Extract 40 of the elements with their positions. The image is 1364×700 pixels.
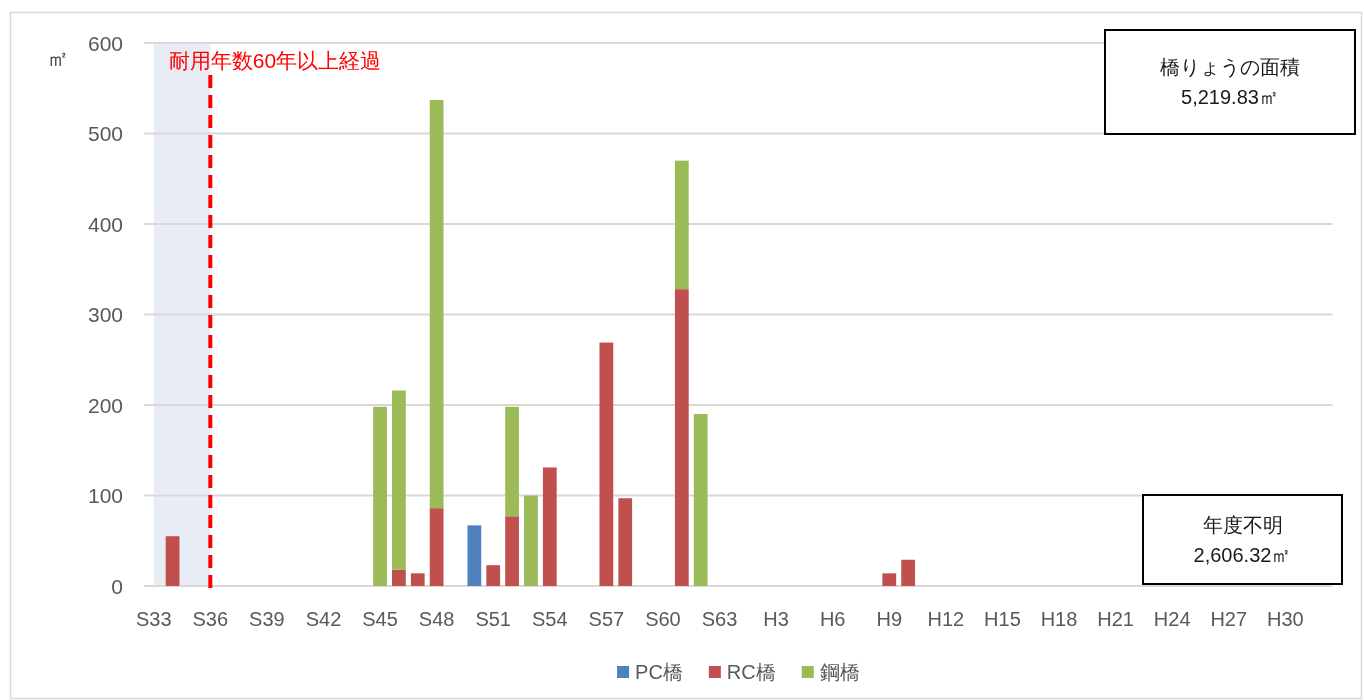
x-tick-label: S36 (192, 608, 229, 630)
x-tick-label: S51 (475, 608, 512, 630)
x-tick-label: H21 (1097, 608, 1134, 630)
y-tick-label: 0 (111, 574, 123, 598)
x-tick-label: H6 (819, 608, 846, 630)
x-tick-label: S45 (362, 608, 398, 630)
x-tick-label: H30 (1267, 608, 1304, 630)
y-tick-label: 200 (87, 393, 123, 417)
y-tick-label: 300 (87, 303, 123, 326)
x-tick-label: S57 (588, 608, 625, 630)
x-tick-label: S39 (249, 608, 285, 630)
ref-line-label: 耐用年数60年以上経過 (168, 49, 382, 72)
legend-item: PC橋 (617, 661, 683, 683)
x-tick-label: H12 (927, 608, 965, 630)
y-tick-label: 500 (87, 122, 123, 145)
x-tick-label: H18 (1040, 608, 1078, 630)
y-tick-label: 400 (87, 212, 123, 236)
annotation: 年度不明 2,606.32㎡ (1193, 513, 1292, 566)
x-tick-label: S60 (645, 608, 681, 630)
legend-item: 鋼橋 (801, 661, 860, 683)
x-tick-label: H3 (763, 608, 789, 630)
legend-label: PC橋 (635, 661, 683, 683)
x-tick-label: S48 (418, 608, 455, 630)
x-tick-label: S54 (532, 608, 568, 630)
legend-label: 鋼橋 (819, 661, 860, 683)
x-tick-label: S33 (135, 608, 172, 630)
x-tick-label: H24 (1153, 608, 1191, 630)
annotation-box: 橋りょうの面積 5,219.83㎡ (1104, 29, 1356, 135)
y-tick-label: 600 (87, 31, 123, 55)
x-tick-label: S63 (701, 608, 738, 630)
legend-label: RC橋 (726, 661, 776, 683)
legend-item: RC橋 (708, 661, 776, 683)
x-tick-label: H9 (876, 608, 903, 630)
x-tick-label: S42 (305, 608, 342, 630)
y-axis-title: ㎡ (47, 46, 69, 71)
y-tick-label: 100 (87, 484, 123, 507)
annotation-box: 年度不明 2,606.32㎡ (1142, 494, 1343, 585)
x-tick-label: H27 (1210, 608, 1248, 630)
x-tick-label: H15 (984, 608, 1021, 630)
annotation: 橋りょうの面積 5,219.83㎡ (1160, 56, 1300, 108)
